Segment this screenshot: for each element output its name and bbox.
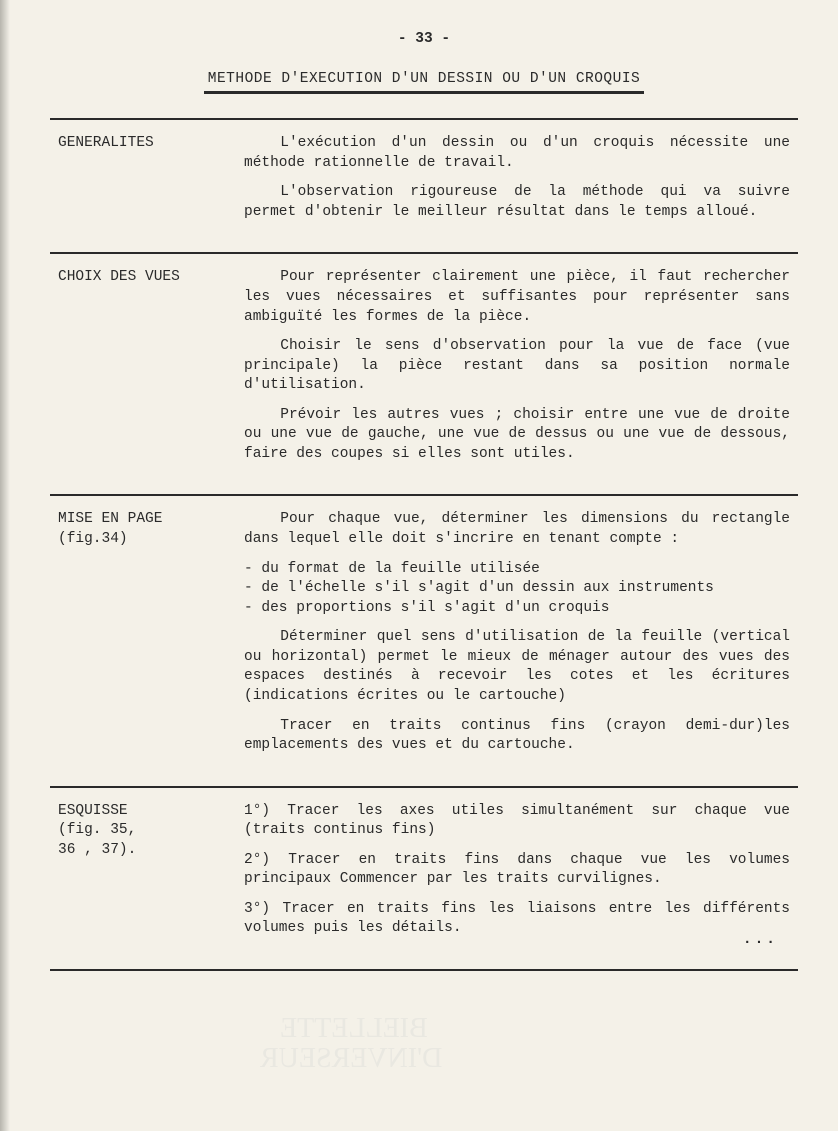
section-body: Pour représenter clairement une pièce, i… <box>236 253 798 495</box>
paragraph: Déterminer quel sens d'utilisation de la… <box>244 628 790 706</box>
section-label-esquisse: ESQUISSE (fig. 35, 36 , 37). <box>50 787 236 970</box>
paragraph: Choisir le sens d'observation pour la vu… <box>244 337 790 396</box>
page-title: METHODE D'EXECUTION D'UN DESSIN OU D'UN … <box>204 70 644 95</box>
table-row: GENERALITES L'exécution d'un dessin ou d… <box>50 119 798 253</box>
section-body: L'exécution d'un dessin ou d'un croquis … <box>236 119 798 253</box>
item-text: Tracer en traits fins les liaisons entre… <box>244 901 790 937</box>
numbered-item: 2°) Tracer en traits fins dans chaque vu… <box>244 851 790 890</box>
section-label-generalites: GENERALITES <box>50 119 236 253</box>
document-page: BIELLETTE D'INVERSEUR - 33 - METHODE D'E… <box>0 0 838 1131</box>
paragraph: Pour chaque vue, déterminer les dimensio… <box>244 510 790 549</box>
continuation-marker: ... <box>743 931 778 951</box>
content-table: GENERALITES L'exécution d'un dessin ou d… <box>50 118 798 971</box>
table-row: CHOIX DES VUES Pour représenter claireme… <box>50 253 798 495</box>
bullet-item: - de l'échelle s'il s'agit d'un dessin a… <box>244 579 790 599</box>
ghost-bleed: BIELLETTE <box>280 1010 428 1048</box>
page-number: - 33 - <box>50 30 798 50</box>
item-text: Tracer les axes utiles simultanément sur… <box>244 803 790 839</box>
bullet-item: - des proportions s'il s'agit d'un croqu… <box>244 599 790 619</box>
paragraph: Tracer en traits continus fins (crayon d… <box>244 717 790 756</box>
section-label-choix-des-vues: CHOIX DES VUES <box>50 253 236 495</box>
title-wrap: METHODE D'EXECUTION D'UN DESSIN OU D'UN … <box>50 70 798 95</box>
item-text: Tracer en traits fins dans chaque vue le… <box>244 852 790 888</box>
numbered-item: 1°) Tracer les axes utiles simultanément… <box>244 802 790 841</box>
paragraph: Prévoir les autres vues ; choisir entre … <box>244 406 790 465</box>
table-row: MISE EN PAGE (fig.34) Pour chaque vue, d… <box>50 495 798 786</box>
section-label-mise-en-page: MISE EN PAGE (fig.34) <box>50 495 236 786</box>
paragraph: L'exécution d'un dessin ou d'un croquis … <box>244 134 790 173</box>
section-body: 1°) Tracer les axes utiles simultanément… <box>236 787 798 970</box>
section-body: Pour chaque vue, déterminer les dimensio… <box>236 495 798 786</box>
table-row: ESQUISSE (fig. 35, 36 , 37). 1°) Tracer … <box>50 787 798 970</box>
bullet-item: - du format de la feuille utilisée <box>244 560 790 580</box>
item-number: 1°) <box>244 803 270 819</box>
paragraph: Pour représenter clairement une pièce, i… <box>244 268 790 327</box>
numbered-item: 3°) Tracer en traits fins les liaisons e… <box>244 900 790 939</box>
ghost-bleed: D'INVERSEUR <box>260 1040 442 1078</box>
item-number: 2°) <box>244 852 270 868</box>
paragraph: L'observation rigoureuse de la méthode q… <box>244 183 790 222</box>
item-number: 3°) <box>244 901 270 917</box>
bullet-list: - du format de la feuille utilisée - de … <box>244 560 790 619</box>
